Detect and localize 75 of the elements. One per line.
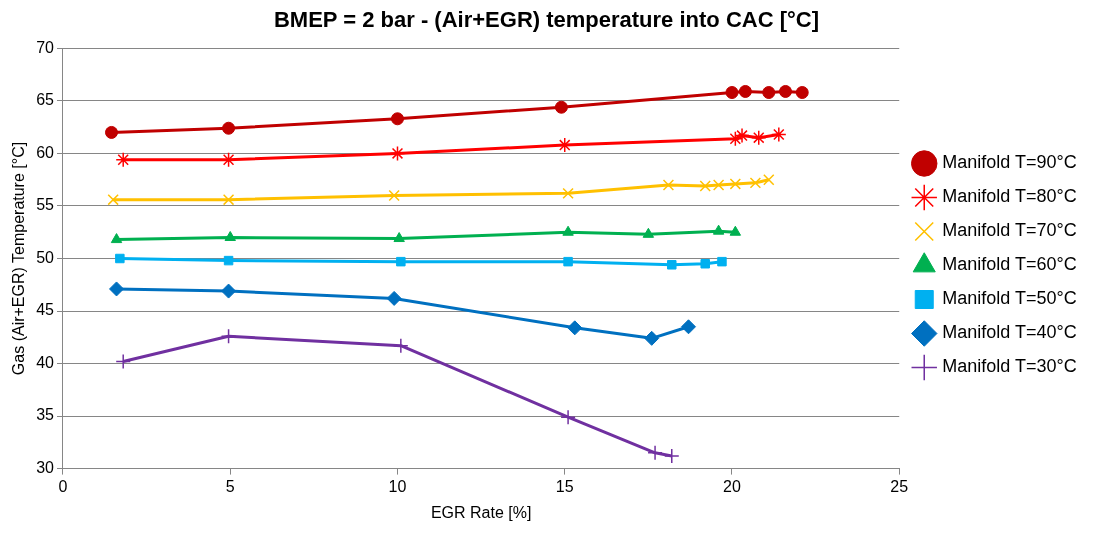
point xyxy=(738,84,752,98)
point xyxy=(725,86,739,100)
point xyxy=(662,179,675,191)
point xyxy=(389,145,406,162)
point xyxy=(386,290,402,306)
legend-label: Manifold T=50°C xyxy=(942,288,1077,309)
y-tick-label: 35 xyxy=(36,406,55,424)
y-tick-label: 45 xyxy=(36,301,55,319)
chart-title: BMEP = 2 bar - (Air+EGR) temperature into CAC [°C] xyxy=(273,7,820,33)
x-tick-label: 5 xyxy=(225,477,235,495)
x-axis-title: EGR Rate [%] xyxy=(430,503,532,521)
point xyxy=(390,112,404,126)
point xyxy=(109,281,125,297)
y-tick-label: 50 xyxy=(36,248,55,266)
point xyxy=(563,256,573,267)
point xyxy=(115,253,125,264)
point xyxy=(763,174,775,186)
legend-label: Manifold T=90°C xyxy=(942,152,1077,173)
point xyxy=(110,233,123,244)
point xyxy=(562,225,574,236)
point xyxy=(222,193,235,206)
y-tick-label: 30 xyxy=(36,459,55,477)
point xyxy=(734,127,750,144)
point xyxy=(562,187,574,200)
point xyxy=(699,180,711,192)
y-tick-label: 70 xyxy=(36,38,55,56)
point xyxy=(396,256,406,267)
point xyxy=(712,224,725,235)
legend-label: Manifold T=30°C xyxy=(942,356,1077,377)
point xyxy=(779,84,793,98)
point xyxy=(642,227,655,238)
point xyxy=(107,193,119,206)
y-tick-label: 60 xyxy=(36,143,55,161)
point xyxy=(729,178,742,190)
point xyxy=(644,330,660,346)
x-tick-label: 10 xyxy=(388,477,407,495)
y-axis-title: Gas (Air+EGR) Temperature [°C] xyxy=(10,141,28,376)
point xyxy=(220,328,237,344)
point xyxy=(222,121,236,135)
x-tick-label: 20 xyxy=(723,477,741,495)
point xyxy=(115,353,131,370)
point xyxy=(729,225,742,236)
legend-label: Manifold T=80°C xyxy=(942,186,1077,207)
point xyxy=(667,260,677,270)
legend-label: Manifold T=40°C xyxy=(942,322,1077,343)
point xyxy=(749,177,762,189)
point xyxy=(664,448,680,464)
point xyxy=(560,409,576,425)
y-tick-label: 40 xyxy=(36,353,55,371)
point xyxy=(115,152,131,168)
point xyxy=(393,232,405,243)
point xyxy=(554,100,568,114)
point xyxy=(712,179,725,191)
point xyxy=(681,319,697,335)
point xyxy=(567,320,583,336)
x-tick-label: 15 xyxy=(555,477,574,495)
point xyxy=(393,337,409,354)
point xyxy=(771,126,787,143)
point xyxy=(700,259,710,269)
legend-label: Manifold T=70°C xyxy=(942,220,1077,241)
point xyxy=(647,445,663,461)
point xyxy=(762,86,776,100)
legend-label: Manifold T=60°C xyxy=(942,254,1077,275)
point xyxy=(795,86,809,100)
point xyxy=(751,129,767,146)
point xyxy=(105,125,118,139)
x-tick-label: 25 xyxy=(890,477,909,495)
point xyxy=(224,230,236,241)
point xyxy=(223,255,234,266)
point xyxy=(388,189,400,202)
y-tick-label: 55 xyxy=(36,196,55,214)
point xyxy=(717,256,727,267)
y-tick-label: 65 xyxy=(36,91,55,109)
x-tick-label: 0 xyxy=(58,477,68,495)
point xyxy=(221,283,237,299)
